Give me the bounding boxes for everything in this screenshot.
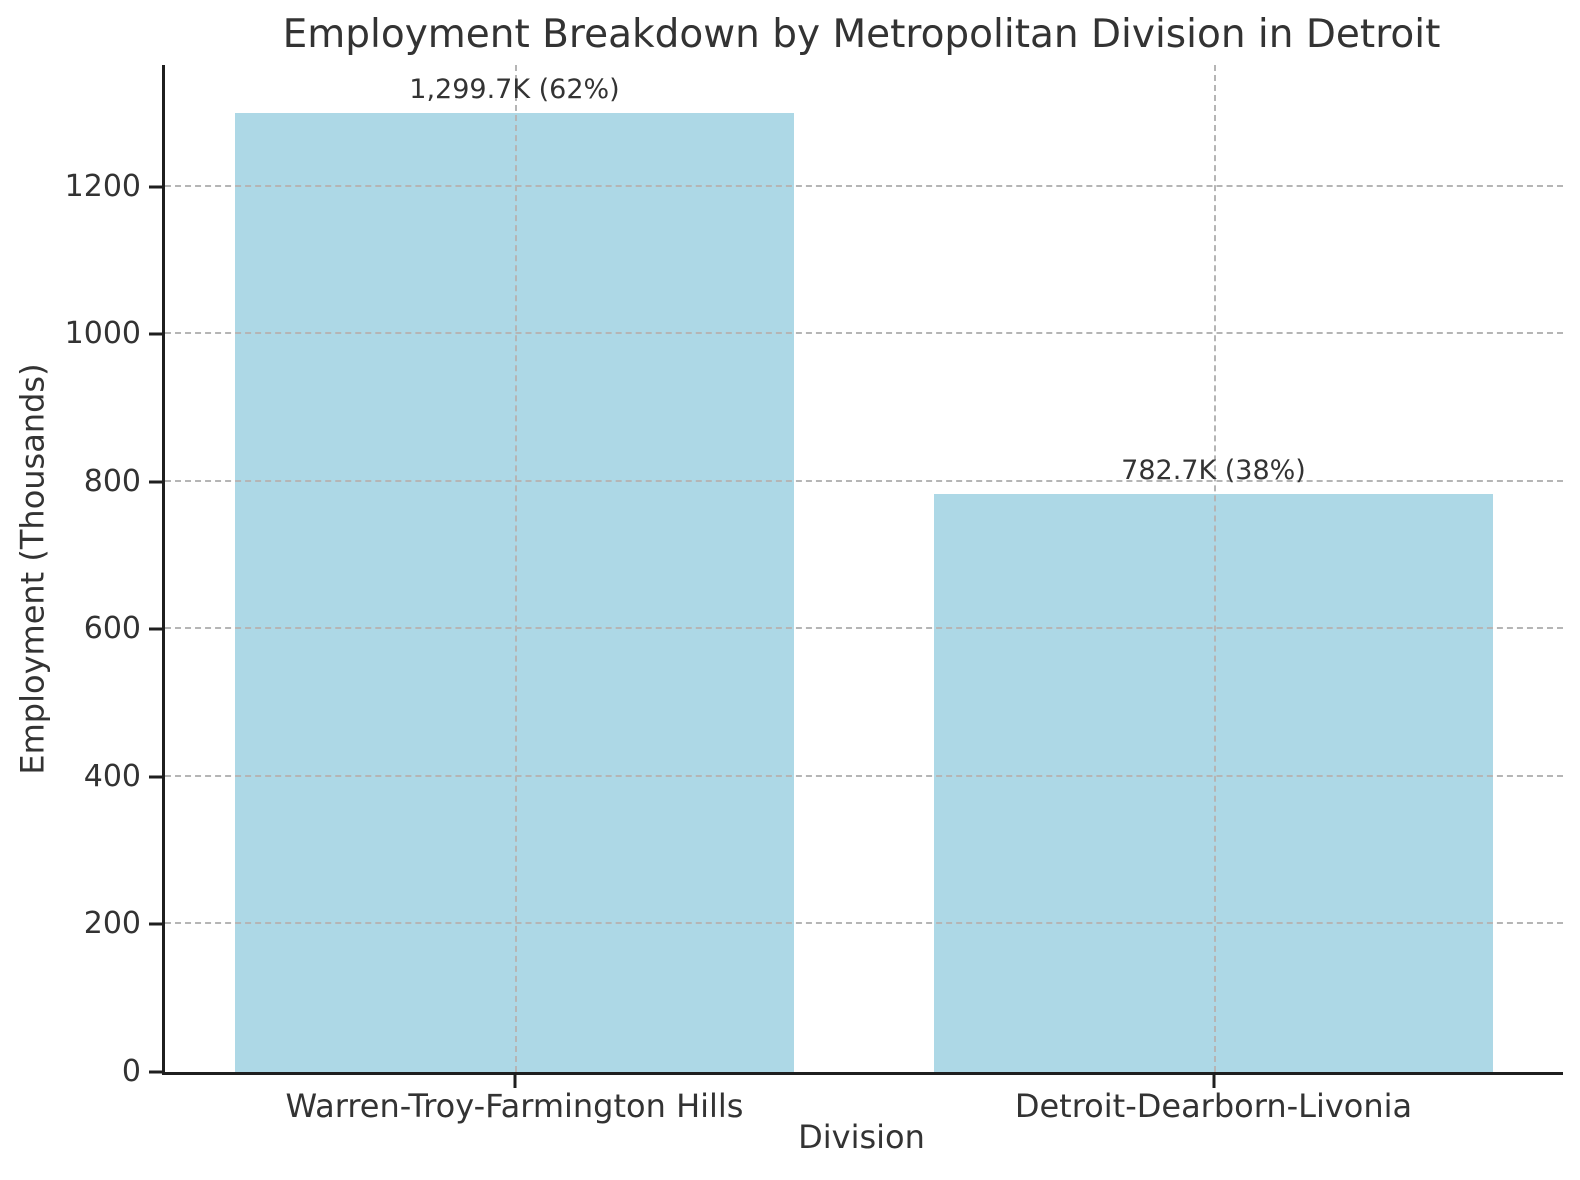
plot-area: 0 200 400 600 800 1000 1200 1,299.7K (62%) Warre… <box>65 65 1563 1125</box>
y-axis-tick <box>149 332 162 336</box>
y-axis-tick <box>149 480 162 484</box>
gridline-horizontal <box>165 479 1563 482</box>
y-axis-label: Employment (Thousands) <box>14 362 53 775</box>
y-axis-tick <box>149 185 162 189</box>
y-axis-tick <box>149 1070 162 1074</box>
y-axis-tick <box>149 775 162 779</box>
bar-2 <box>933 494 1494 1072</box>
x-axis-label: Division <box>798 1118 925 1156</box>
gridline-vertical <box>514 65 517 1072</box>
gridline-horizontal <box>165 774 1563 777</box>
x-axis-tick <box>513 1075 516 1088</box>
y-axis-tick <box>149 627 162 631</box>
gridline-horizontal <box>165 922 1563 925</box>
gridline-horizontal <box>165 332 1563 335</box>
x-tick-label: Detroit-Dearborn-Livonia <box>1014 1087 1413 1125</box>
bar-1 <box>234 112 795 1072</box>
y-axis-tick <box>149 922 162 926</box>
gridline-vertical <box>1213 65 1216 1072</box>
bar-value-label: 1,299.7K (62%) <box>409 73 620 105</box>
x-tick-label: Warren-Troy-Farmington Hills <box>285 1087 744 1125</box>
bar-value-label: 782.7K (38%) <box>1121 455 1306 487</box>
y-axis-label-wrap: Employment (Thousands) <box>2 65 64 1072</box>
gridline-horizontal <box>165 184 1563 187</box>
x-axis-tick <box>1212 1075 1215 1088</box>
gridline-horizontal <box>165 627 1563 630</box>
chart-title: Employment Breakdown by Metropolitan Div… <box>282 12 1441 57</box>
